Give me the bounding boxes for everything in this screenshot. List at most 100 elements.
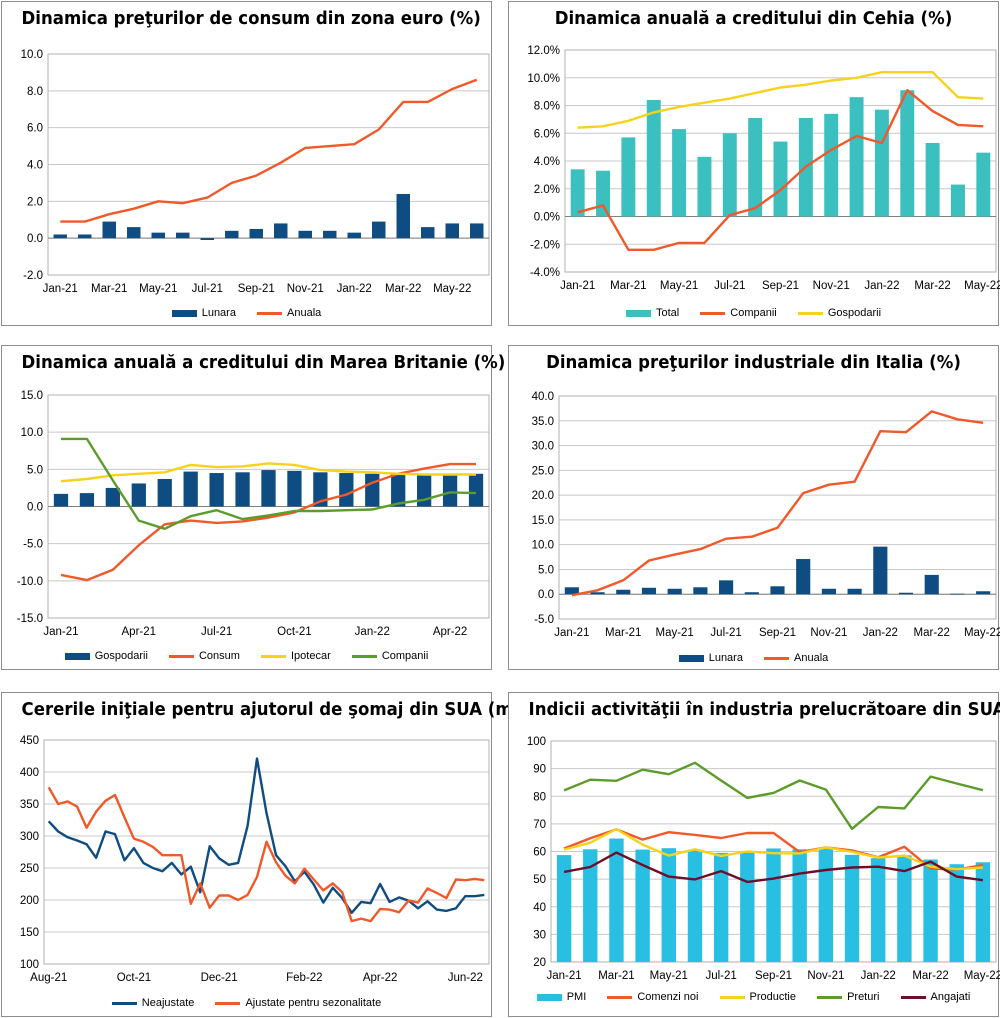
chart-svg-euro: -2.0 0.0 2.0 4.0 6.0 8.0 10.0 Jan-21 Mar-21 May-2…	[21, 49, 490, 295]
bar-gospodarii	[53, 493, 69, 507]
y-tick-label: 60	[533, 847, 546, 859]
bar-lunara	[421, 227, 435, 239]
legend-italia: Lunara Anuala	[509, 652, 998, 664]
x-tick-label: May-21	[660, 280, 698, 292]
line-preturi	[563, 761, 984, 831]
bar-pmi	[740, 851, 755, 962]
legend-label-companii: Companii	[381, 650, 429, 663]
chart-panel-uk: Dinamica anuală a creditului din Marea B…	[1, 345, 506, 670]
x-tick-label: Nov-21	[810, 627, 847, 639]
y-tick-label: 30	[533, 929, 546, 941]
bar-lunara	[396, 193, 410, 239]
bar-pmi	[975, 862, 991, 962]
legend-swatch-comenzi-noi	[607, 995, 633, 999]
y-tick-label: 30.0	[532, 441, 554, 453]
bar-lunara	[102, 221, 116, 239]
bar-pmi	[897, 855, 912, 962]
x-tick-label: Jul-21	[714, 280, 745, 292]
legend-swatch-pmi	[536, 993, 562, 1001]
line-angajati	[563, 851, 984, 884]
chart-title-sua-somaj: Cererile iniţiale pentru ajutorul de şom…	[21, 699, 532, 720]
legend-label-pmi: PMI	[566, 991, 587, 1004]
legend-swatch-angajati	[900, 995, 926, 999]
x-tick-label: May-22	[964, 970, 1000, 982]
bar-gospodarii	[442, 475, 458, 507]
legend-item-anuala: Anuala	[764, 652, 828, 664]
legend-label-angajati: Angajati	[930, 991, 971, 1004]
y-tick-label: 100	[20, 959, 39, 971]
bar-lunara	[821, 588, 836, 595]
chart-panel-cehia: Dinamica anuală a creditului din Cehia (…	[508, 1, 1000, 326]
bar-gospodarii	[183, 471, 198, 507]
legend-sua-pmi: PMI Comenzi noi Productie Preturi Angaja…	[509, 991, 998, 1003]
y-tick-label: 50	[533, 874, 546, 886]
x-tick-label: Mar-21	[598, 970, 634, 982]
legend-label-ajustate: Ajustate pentru sezonalitate	[245, 997, 382, 1010]
chart-panel-euro: Dinamica preţurilor de consum din zona e…	[1, 1, 492, 326]
line-neajustate	[47, 757, 485, 915]
legend-swatch-anuala	[257, 311, 283, 315]
legend-label-anuala: Anuala	[287, 307, 322, 320]
legend-label-consum: Consum	[198, 650, 240, 663]
y-tick-label: 5.0	[538, 564, 554, 576]
y-tick-label: -10.0	[17, 576, 43, 588]
y-tick-label: 8.0	[27, 86, 43, 98]
x-tick-label: Apr-22	[363, 972, 398, 984]
bar-total	[748, 117, 763, 217]
legend-label-total: Total	[655, 307, 680, 320]
bar-pmi	[818, 848, 834, 962]
bar-lunara	[796, 559, 811, 595]
legend-item-gospodarii: Gospodarii	[64, 650, 148, 662]
y-tick-label: 6.0	[27, 123, 43, 135]
bar-lunara	[225, 230, 239, 239]
legend-euro: Lunara Anuala	[2, 307, 491, 319]
bar-lunara	[470, 223, 484, 239]
bar-pmi	[635, 849, 650, 962]
legend-swatch-gospodarii	[797, 311, 823, 315]
legend-label-productie: Productie	[749, 991, 796, 1004]
plot-frame	[47, 53, 490, 276]
y-tick-label: -2.0	[23, 270, 43, 282]
bar-lunara	[78, 234, 92, 239]
y-tick-label: 150	[20, 927, 39, 939]
plot-frame	[43, 739, 490, 965]
legend-item-lunara: Lunara	[678, 652, 743, 664]
bar-pmi	[766, 848, 781, 962]
legend-swatch-companii	[351, 654, 377, 658]
bar-gospodarii	[365, 473, 380, 507]
x-tick-label: Jan-21	[554, 627, 589, 639]
legend-label-lunara: Lunara	[201, 307, 236, 320]
bar-lunara	[298, 230, 312, 239]
x-tick-label: Oct-21	[117, 972, 152, 984]
bar-lunara	[590, 592, 605, 595]
chart-svg-uk: -15.0 -10.0 -5.0 0.0 5.0 10.0 15.0 Jan-21 Apr-21…	[17, 390, 490, 638]
chart-title-cehia: Dinamica anuală a creditului din Cehia (…	[554, 8, 953, 29]
x-tick-label: Sep-21	[755, 970, 792, 982]
bar-gospodarii	[105, 487, 120, 507]
bar-lunara	[898, 592, 914, 595]
x-tick-label: Jun-22	[448, 972, 483, 984]
x-tick-label: Dec-21	[201, 972, 238, 984]
bar-pmi	[583, 849, 598, 962]
x-tick-label: Jan-22	[863, 627, 898, 639]
bar-lunara	[176, 232, 190, 239]
bar-lunara	[616, 589, 631, 595]
plot-frame	[558, 395, 997, 620]
y-tick-label: 450	[20, 735, 39, 747]
y-tick-label: 250	[20, 863, 39, 875]
chart-title-uk: Dinamica anuală a creditului din Marea B…	[21, 352, 506, 373]
x-tick-label: Sep-21	[238, 283, 275, 295]
y-tick-label: 10.0	[21, 49, 43, 61]
legend-swatch-preturi	[817, 995, 843, 999]
legend-label-comenzi-noi: Comenzi noi	[637, 991, 699, 1004]
bar-lunara	[151, 232, 165, 239]
bar-gospodarii	[313, 472, 328, 507]
bar-total	[672, 129, 687, 217]
x-tick-label: Sep-21	[762, 280, 799, 292]
x-tick-label: Jul-21	[710, 627, 741, 639]
bar-gospodarii	[157, 478, 172, 507]
bar-lunara	[274, 223, 288, 239]
y-tick-label: 350	[20, 799, 39, 811]
x-tick-label: Mar-22	[385, 283, 421, 295]
x-tick-label: Nov-21	[807, 970, 844, 982]
